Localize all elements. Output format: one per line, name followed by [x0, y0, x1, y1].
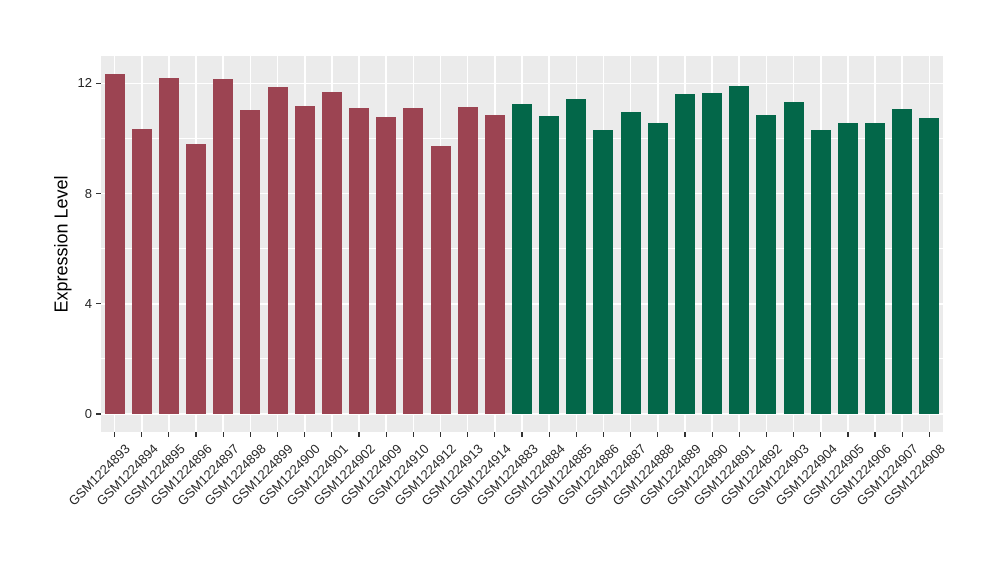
y-tick-label: 12	[77, 75, 92, 91]
bar-GSM1224905	[837, 122, 858, 414]
bar-GSM1224893	[104, 73, 125, 414]
bar-GSM1224895	[158, 77, 179, 414]
y-tick-mark	[96, 82, 101, 84]
x-tick-mark	[684, 432, 686, 437]
x-tick-mark	[575, 432, 577, 437]
y-tick-mark	[96, 303, 101, 305]
bar-GSM1224891	[729, 86, 750, 414]
x-tick-mark	[793, 432, 795, 437]
y-tick-label: 8	[84, 185, 92, 201]
bar-GSM1224887	[620, 112, 641, 414]
bar-GSM1224906	[865, 123, 886, 414]
y-tick-label: 0	[84, 406, 92, 421]
bar-GSM1224899	[267, 87, 288, 414]
x-tick-mark	[222, 432, 224, 437]
x-tick-mark	[928, 432, 930, 437]
bar-GSM1224907	[892, 109, 913, 414]
gridline-major	[101, 82, 943, 85]
bar-GSM1224903	[783, 101, 804, 414]
bar-GSM1224890	[702, 93, 723, 414]
y-tick-label: 4	[84, 295, 92, 311]
bar-GSM1224909	[376, 117, 397, 414]
bar-GSM1224900	[294, 105, 315, 414]
x-tick-mark	[711, 432, 713, 437]
x-tick-mark	[874, 432, 876, 437]
y-tick-mark	[96, 193, 101, 195]
bar-GSM1224883	[512, 104, 532, 414]
bar-GSM1224910	[403, 107, 424, 414]
bar-GSM1224912	[430, 146, 451, 414]
x-tick-mark	[276, 432, 279, 437]
x-tick-mark	[765, 432, 768, 437]
bar-GSM1224901	[321, 91, 342, 414]
x-tick-mark	[304, 432, 306, 437]
x-tick-mark	[901, 432, 903, 437]
bar-GSM1224889	[674, 94, 695, 414]
bar-GSM1224885	[566, 99, 587, 414]
bar-GSM1224897	[213, 78, 234, 414]
bar-GSM1224914	[484, 115, 505, 414]
x-tick-mark	[657, 432, 659, 437]
x-tick-mark	[439, 432, 442, 437]
x-tick-mark	[521, 432, 523, 437]
x-tick-mark	[494, 432, 496, 437]
x-tick-mark	[358, 432, 360, 437]
x-tick-mark	[820, 432, 822, 437]
x-tick-mark	[412, 432, 414, 437]
x-tick-mark	[331, 432, 333, 437]
bar-GSM1224884	[539, 115, 560, 414]
bar-GSM1224892	[756, 115, 777, 414]
bar-GSM1224898	[240, 110, 261, 414]
y-tick-mark	[96, 413, 101, 415]
plot-panel	[101, 56, 943, 432]
x-tick-mark	[548, 432, 550, 437]
bar-GSM1224888	[647, 123, 668, 414]
bar-GSM1224908	[919, 118, 940, 414]
x-tick-mark	[113, 432, 116, 437]
bar-GSM1224902	[349, 108, 370, 414]
x-tick-mark	[738, 432, 740, 437]
x-tick-mark	[467, 432, 469, 437]
bar-GSM1224913	[457, 107, 478, 414]
x-tick-mark	[168, 432, 170, 437]
x-tick-mark	[602, 432, 605, 437]
bar-GSM1224896	[186, 144, 207, 414]
x-tick-mark	[141, 432, 143, 437]
x-tick-mark	[630, 432, 632, 437]
x-tick-mark	[847, 432, 849, 437]
bar-GSM1224904	[810, 130, 831, 414]
x-tick-mark	[195, 432, 197, 437]
x-tick-mark	[385, 432, 387, 437]
bar-GSM1224886	[593, 130, 614, 414]
x-tick-mark	[249, 432, 251, 437]
bar-GSM1224894	[131, 129, 152, 414]
